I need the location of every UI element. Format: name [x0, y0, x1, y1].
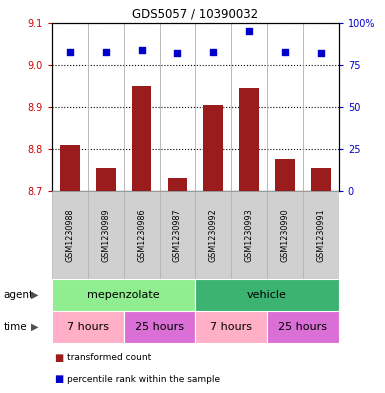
Text: 25 hours: 25 hours [135, 322, 184, 332]
Text: mepenzolate: mepenzolate [87, 290, 160, 300]
Bar [275, 160, 295, 191]
Bar [52, 311, 124, 343]
Bar [124, 191, 159, 279]
Text: GSM1230990: GSM1230990 [281, 208, 290, 262]
Point [139, 47, 145, 53]
Text: GSM1230986: GSM1230986 [137, 208, 146, 262]
Text: GSM1230993: GSM1230993 [244, 208, 254, 262]
Bar [52, 279, 195, 311]
Text: transformed count: transformed count [67, 353, 152, 362]
Text: vehicle: vehicle [247, 290, 287, 300]
Text: ▶: ▶ [31, 322, 38, 332]
Bar [88, 191, 124, 279]
Title: GDS5057 / 10390032: GDS5057 / 10390032 [132, 7, 258, 20]
Point [318, 50, 324, 56]
Text: agent: agent [4, 290, 34, 300]
Bar [231, 191, 267, 279]
Bar [52, 191, 88, 279]
Bar [311, 168, 331, 191]
Bar [124, 311, 195, 343]
Point [282, 48, 288, 55]
Text: GSM1230987: GSM1230987 [173, 208, 182, 262]
Bar [267, 191, 303, 279]
Bar [195, 191, 231, 279]
Text: GSM1230989: GSM1230989 [101, 208, 110, 262]
Point [246, 28, 252, 35]
Text: GSM1230991: GSM1230991 [316, 208, 325, 262]
Text: GSM1230988: GSM1230988 [65, 208, 74, 262]
Text: 25 hours: 25 hours [278, 322, 328, 332]
Bar [96, 168, 115, 191]
Point [174, 50, 181, 56]
Text: ■: ■ [54, 353, 63, 363]
Bar [303, 191, 339, 279]
Text: ▶: ▶ [31, 290, 38, 300]
Text: time: time [4, 322, 27, 332]
Text: GSM1230992: GSM1230992 [209, 208, 218, 262]
Point [67, 48, 73, 55]
Bar [203, 105, 223, 191]
Point [103, 48, 109, 55]
Bar [159, 191, 196, 279]
Bar [132, 86, 151, 191]
Bar [167, 178, 187, 191]
Point [210, 48, 216, 55]
Bar [195, 311, 267, 343]
Bar [239, 88, 259, 191]
Bar [195, 279, 339, 311]
Text: 7 hours: 7 hours [67, 322, 109, 332]
Text: percentile rank within the sample: percentile rank within the sample [67, 375, 221, 384]
Text: 7 hours: 7 hours [210, 322, 252, 332]
Bar [267, 311, 339, 343]
Bar [60, 145, 80, 191]
Text: ■: ■ [54, 374, 63, 384]
